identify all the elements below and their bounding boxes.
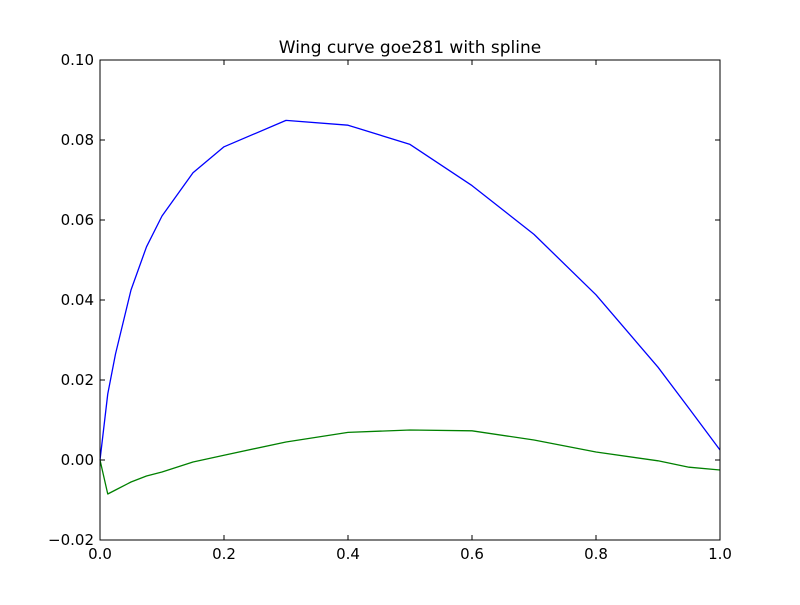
y-tick-label: 0.02 bbox=[61, 371, 94, 389]
x-tick-label: 0.8 bbox=[584, 545, 608, 563]
y-tick-label: 0.06 bbox=[61, 211, 94, 229]
x-tick-label: 0.4 bbox=[336, 545, 360, 563]
y-tick-label: −0.02 bbox=[48, 531, 94, 549]
series-line-1 bbox=[99, 119, 721, 461]
x-tick-label: 1.0 bbox=[708, 545, 732, 563]
y-tick-label: 0.04 bbox=[61, 291, 94, 309]
y-tick-label: 0.08 bbox=[61, 131, 94, 149]
x-tick-label: 0.2 bbox=[212, 545, 236, 563]
plot-frame bbox=[99, 59, 721, 541]
series-layer bbox=[99, 119, 721, 495]
x-tick-label: 0.6 bbox=[460, 545, 484, 563]
y-tick-label: 0.10 bbox=[61, 51, 94, 69]
x-tick-label: 0.0 bbox=[88, 545, 112, 563]
axes-layer: 0.0 0.2 0.4 0.6 0.8 1.0 −0.02 0.00 0.02 0.04 0.06 0… bbox=[48, 51, 732, 563]
chart-title: Wing curve goe281 with spline bbox=[279, 38, 541, 58]
series-line-2 bbox=[99, 429, 721, 495]
y-tick-label: 0.00 bbox=[61, 451, 94, 469]
